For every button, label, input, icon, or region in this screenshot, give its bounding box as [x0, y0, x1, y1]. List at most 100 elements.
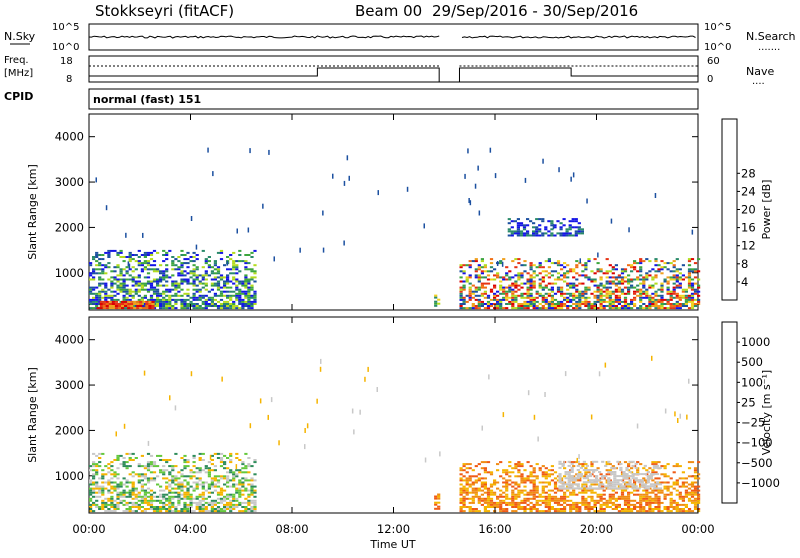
velocity-echo-cell [642, 510, 646, 513]
power-echo-cell [538, 218, 542, 221]
velocity-echo-cell [505, 479, 509, 482]
power-echo-cell [654, 307, 658, 310]
velocity-echo-cell [575, 501, 579, 504]
velocity-echo-cell [98, 457, 102, 459]
velocity-echo-cell [198, 506, 202, 508]
power-echo-cell [590, 280, 594, 283]
power-echo-cell [223, 307, 227, 310]
power-echo-cell [666, 262, 670, 265]
power-echo-cell [110, 294, 114, 297]
date-range: 29/Sep/2016 - 30/Sep/2016 [432, 2, 638, 20]
power-echo-cell [89, 307, 93, 310]
velocity-echo-cell [122, 477, 126, 480]
velocity-echo-cell [204, 465, 208, 468]
velocity-echo-cell [152, 461, 157, 464]
velocity-echo-cell [171, 467, 175, 470]
power-echo-cell [590, 305, 594, 307]
velocity-echo-cell [634, 479, 638, 482]
power-echo-cell [204, 288, 208, 291]
velocity-echo-cell [95, 491, 99, 494]
velocity-echo-cell [639, 483, 643, 486]
velocity-echo-cell [201, 497, 205, 500]
power-echo-speck [262, 203, 264, 209]
power-echo-cell [219, 294, 224, 297]
power-echo-cell [532, 226, 536, 229]
power-echo-cell [639, 300, 643, 303]
velocity-echo-cell [165, 481, 169, 484]
velocity-echo-cell [143, 508, 147, 510]
power-echo-cell [477, 286, 481, 289]
velocity-echo-cell [628, 471, 632, 473]
velocity-echo-cell [693, 477, 698, 480]
power-echo-cell [547, 307, 551, 310]
power-echo-cell [99, 305, 103, 307]
velocity-echo-cell [134, 493, 138, 496]
power-echo-cell [550, 300, 554, 303]
velocity-echo-cell [186, 491, 190, 494]
power-echo-cell [143, 262, 147, 265]
velocity-echo-cell [637, 479, 641, 482]
power-echo-cell [593, 280, 597, 283]
velocity-echo-cell [687, 510, 692, 513]
velocity-echo-cell [162, 465, 166, 468]
velocity-echo-cell [201, 508, 205, 510]
velocity-echo-cell [556, 499, 561, 502]
power-echo-cell [486, 303, 491, 305]
velocity-echo-cell [137, 463, 141, 466]
velocity-echo-cell [611, 501, 615, 504]
velocity-echo-cell [611, 508, 615, 510]
velocity-echo-cell [171, 503, 175, 506]
velocity-echo-cell [599, 499, 603, 502]
velocity-echo-cell [226, 467, 230, 470]
velocity-echo-cell [183, 497, 187, 500]
power-echo-cell [207, 274, 211, 277]
power-echo-cell [156, 284, 160, 287]
velocity-echo-cell [511, 499, 515, 502]
power-echo-cell [581, 264, 585, 267]
velocity-echo-cell [636, 471, 640, 474]
power-echo-cell [648, 286, 652, 289]
velocity-echo-cell [645, 499, 649, 502]
power-echo-cell [165, 294, 169, 297]
velocity-echo-cell [553, 510, 558, 513]
velocity-echo-cell [483, 469, 487, 472]
power-echo-cell [128, 292, 132, 295]
power-echo-cell [98, 254, 102, 256]
velocity-echo-cell [654, 499, 658, 502]
power-echo-cell [642, 282, 646, 285]
velocity-echo-cell [654, 495, 658, 498]
velocity-echo-cell [89, 497, 93, 500]
velocity-echo-cell [582, 477, 586, 480]
velocity-echo-cell [168, 508, 172, 510]
power-echo-cell [247, 307, 251, 310]
power-echo-cell [95, 254, 99, 256]
power-echo-cell [149, 296, 154, 299]
velocity-echo-cell [168, 483, 172, 486]
velocity-echo-cell [602, 493, 606, 496]
velocity-echo-cell [561, 481, 565, 484]
velocity-echo-cell [502, 491, 506, 494]
power-echo-cell [623, 286, 628, 289]
velocity-echo-cell [238, 501, 242, 504]
velocity-echo-cell [186, 461, 190, 464]
power-echo-cell [599, 268, 603, 271]
velocity-echo-cell [584, 483, 588, 486]
power-echo-cell [593, 272, 597, 275]
velocity-echo-cell [198, 499, 202, 502]
velocity-echo-cell [623, 461, 628, 464]
power-echo-cell [125, 266, 129, 269]
power-echo-cell [159, 292, 163, 295]
power-echo-cell [669, 303, 673, 305]
power-echo-cell [152, 249, 157, 252]
power-echo-cell [162, 278, 166, 281]
power-echo-cell [499, 284, 503, 287]
velocity-echo-cell [104, 473, 108, 476]
velocity-echo-cell [468, 475, 472, 478]
power-echo-cell [247, 268, 251, 271]
power-echo-cell [523, 305, 527, 307]
velocity-echo-cell [666, 508, 670, 510]
velocity-echo-cell [204, 467, 208, 470]
velocity-echo-cell [639, 506, 643, 508]
power-echo-cell [229, 305, 233, 307]
velocity-echo-cell [675, 463, 679, 466]
